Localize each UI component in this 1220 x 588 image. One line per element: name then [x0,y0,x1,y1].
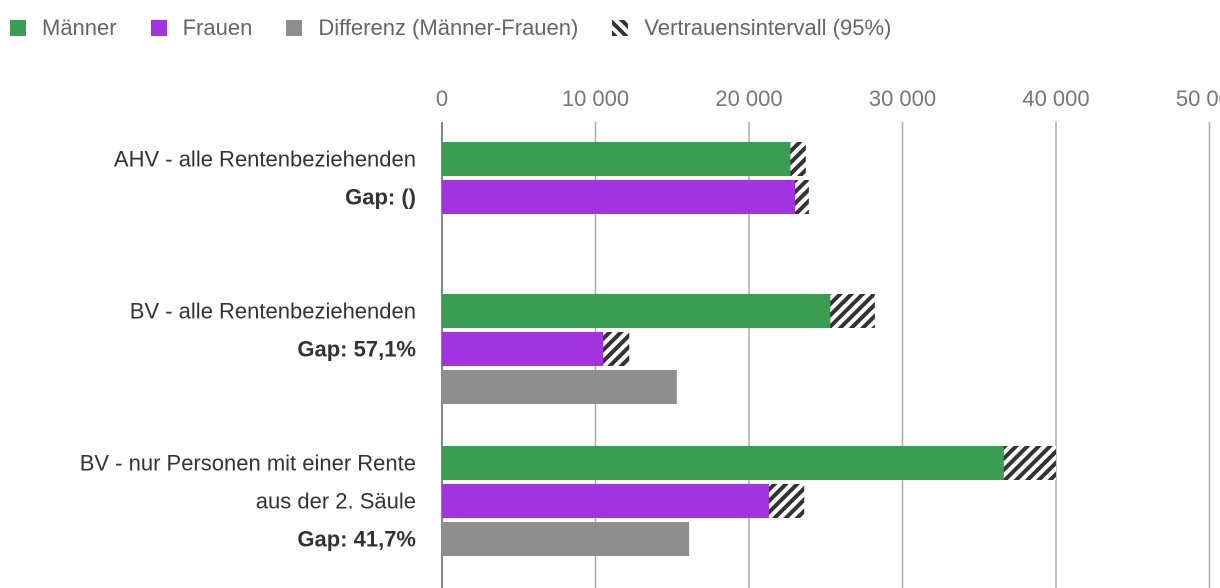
gap-label: Gap: () [345,185,416,210]
confidence-interval [795,180,809,214]
legend-label: Männer [42,15,117,40]
confidence-interval [603,332,630,366]
x-tick-label: 10 000 [562,86,629,111]
confidence-interval [768,484,805,518]
legend-label: Vertrauensintervall (95%) [644,15,892,40]
legend-swatch [286,20,303,36]
bar-männer[interactable] [442,294,852,328]
legend-label: Differenz (Männer-Frauen) [318,15,579,40]
bar-männer[interactable] [442,142,796,176]
x-tick-label: 20 000 [715,86,782,111]
x-tick-label: 0 [436,86,448,111]
chart-legend: Männer Frauen Differenz (Männer-Frauen) Ver… [10,12,925,44]
gap-label: Gap: 41,7% [297,527,416,552]
bar-männer[interactable] [442,446,1030,480]
bar-frauen[interactable] [442,484,785,518]
category-label: AHV - alle Rentenbeziehenden [114,147,416,172]
category-label: BV - alle Rentenbeziehenden [130,299,416,324]
category-label: BV - nur Personen mit einer Rente [80,451,416,476]
legend-item-frauen[interactable]: Frauen [150,15,253,41]
bar-differenz-männer-frauen[interactable] [442,522,690,556]
bars [442,142,1056,556]
confidence-interval [830,294,875,328]
bar-frauen[interactable] [442,332,614,366]
legend-item-differenz-männer-frauen[interactable]: Differenz (Männer-Frauen) [286,15,578,41]
confidence-interval [1003,446,1056,480]
x-tick-label: 40 000 [1022,86,1089,111]
x-tick-label: 50 000 [1176,86,1220,111]
gap-label: Gap: 57,1% [297,337,416,362]
legend-item-männer[interactable]: Männer [10,15,117,41]
labels: 0 10 000 20 000 30 000 40 000 50 000 AHV - all… [80,86,1220,552]
bar-frauen[interactable] [442,180,800,214]
legend-swatch [150,20,167,36]
x-tick-label: 30 000 [869,86,936,111]
confidence-interval [790,142,806,176]
legend-swatch [612,20,629,36]
category-label: aus der 2. Säule [256,489,416,514]
bar-differenz-männer-frauen[interactable] [442,370,677,404]
legend-swatch [10,20,26,36]
legend-item-vertrauensintervall-95[interactable]: Vertrauensintervall (95%) [612,15,891,41]
legend-label: Frauen [182,15,253,40]
